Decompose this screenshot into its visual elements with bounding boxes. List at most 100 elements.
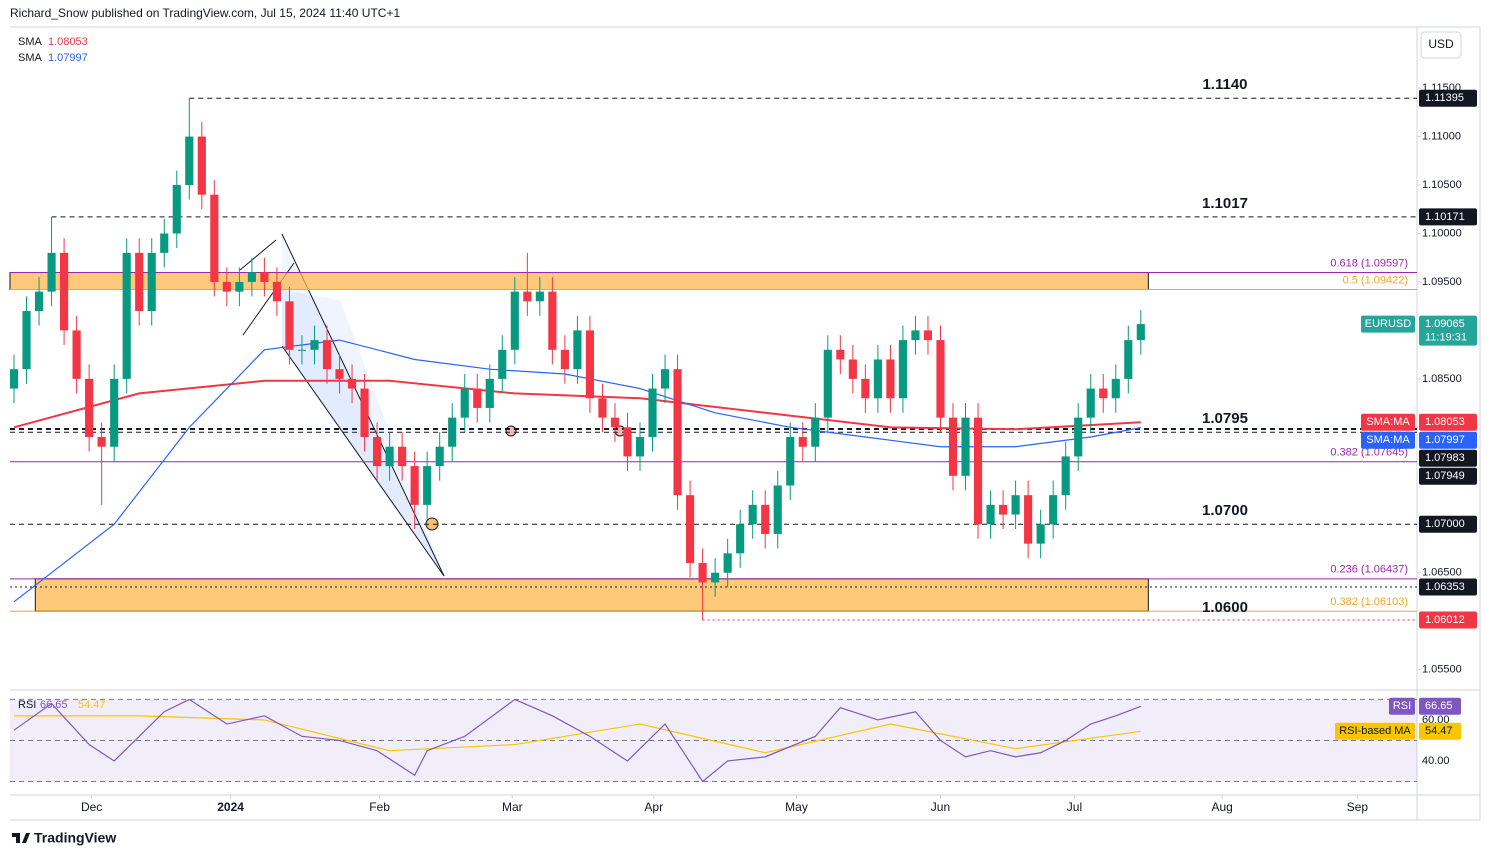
rsi-ma-name-tag-label: RSI-based MA bbox=[1339, 725, 1411, 737]
candle-body bbox=[1036, 524, 1045, 544]
countdown: 11:19:31 bbox=[1425, 332, 1467, 344]
rsi-ma-value-tag-label: 54.47 bbox=[1425, 725, 1453, 737]
candle-body bbox=[560, 349, 569, 370]
candle-body bbox=[748, 504, 757, 525]
legend-name: SMA bbox=[18, 52, 43, 64]
candle-body bbox=[510, 291, 519, 350]
candle-body bbox=[773, 485, 782, 534]
candle-body bbox=[85, 378, 94, 438]
candle-body bbox=[723, 553, 732, 573]
rsi-value-tag-label: 66.65 bbox=[1425, 700, 1453, 712]
fib-label: 0.382 (1.06103) bbox=[1330, 596, 1408, 608]
candle-body bbox=[948, 417, 958, 476]
candle-body bbox=[285, 301, 294, 350]
candle-body bbox=[836, 349, 845, 360]
price-tag-label: 1.09065 bbox=[1425, 318, 1465, 330]
candle-body bbox=[660, 369, 670, 389]
candle-body bbox=[986, 504, 995, 525]
price-tag bbox=[1419, 611, 1477, 629]
candle-body bbox=[172, 185, 181, 234]
currency-button[interactable] bbox=[1420, 31, 1462, 59]
price-tag-label: 1.06012 bbox=[1425, 614, 1465, 626]
candle-body bbox=[1136, 324, 1145, 341]
candle-body bbox=[22, 311, 31, 370]
y-tick-label: 1.06500 bbox=[1422, 567, 1462, 579]
rsi-ma-value-tag bbox=[1419, 722, 1461, 740]
price-tag-label: 1.11395 bbox=[1425, 92, 1464, 104]
candle-body bbox=[60, 252, 69, 331]
candle-body bbox=[711, 572, 720, 583]
candle-body bbox=[235, 281, 244, 292]
candle-body bbox=[398, 446, 407, 467]
candle-body bbox=[460, 388, 469, 418]
fib-label: 0.236 (1.06437) bbox=[1330, 564, 1408, 576]
x-tick-label: Aug bbox=[1212, 800, 1233, 814]
channel-line bbox=[281, 345, 445, 577]
rsi-ma-name-tag bbox=[1335, 722, 1415, 740]
fib-label: 0.618 (1.09597) bbox=[1330, 257, 1408, 269]
y-tick-label: 1.05500 bbox=[1422, 664, 1462, 676]
price-tag-label: 1.06353 bbox=[1425, 581, 1465, 593]
candle-body bbox=[911, 330, 920, 341]
rsi-legend-name: RSI bbox=[18, 699, 36, 711]
price-tag-label: 1.07949 bbox=[1425, 470, 1465, 482]
price-tag bbox=[1419, 315, 1477, 346]
legend-value: 1.07997 bbox=[48, 52, 88, 64]
candle-body bbox=[97, 437, 106, 447]
candle-body bbox=[1011, 495, 1020, 515]
price-tag bbox=[1419, 467, 1477, 485]
rsi-name-tag-label: RSI bbox=[1393, 700, 1411, 712]
candle-body bbox=[72, 330, 81, 379]
candle-body bbox=[385, 446, 394, 467]
rsi-legend-value: 66.65 bbox=[40, 699, 68, 711]
candle-body bbox=[648, 388, 657, 438]
candle-body bbox=[498, 349, 507, 379]
candle-body bbox=[535, 291, 544, 302]
price-tag-label: 1.07000 bbox=[1425, 518, 1465, 530]
candle-body bbox=[936, 340, 945, 418]
x-tick-label: Apr bbox=[644, 800, 663, 814]
candle-body bbox=[34, 291, 44, 312]
candle-body bbox=[1124, 340, 1133, 379]
price-tag-label: 1.08053 bbox=[1425, 416, 1465, 428]
series-name-tag bbox=[1361, 315, 1415, 333]
candle-body bbox=[598, 398, 607, 418]
candle-body bbox=[322, 340, 332, 370]
candle-body bbox=[736, 524, 745, 554]
y-tick-label: 1.09500 bbox=[1422, 276, 1462, 288]
rsi-legend-ma: 54.47 bbox=[78, 699, 106, 711]
candle-body bbox=[861, 378, 870, 399]
candle-body bbox=[260, 272, 269, 282]
candle-body bbox=[47, 252, 56, 292]
candle-body bbox=[873, 359, 882, 399]
price-tag-label: 1.07997 bbox=[1425, 434, 1465, 446]
level-label: 1.1017 bbox=[1202, 195, 1248, 212]
x-tick-label: 2024 bbox=[217, 800, 244, 814]
rsi-tick-label: 40.00 bbox=[1422, 755, 1450, 767]
x-tick-label: Dec bbox=[81, 800, 102, 814]
candle-body bbox=[247, 272, 256, 282]
rsi-ma-line bbox=[14, 715, 1141, 754]
candle-body bbox=[811, 417, 820, 447]
candle-body bbox=[786, 437, 795, 486]
candle-body bbox=[347, 378, 357, 389]
legend-name: SMA bbox=[18, 36, 43, 48]
candle-body bbox=[485, 378, 494, 408]
currency[interactable]: USD bbox=[1428, 37, 1454, 51]
candle-body bbox=[423, 466, 432, 505]
legend-value: 1.08053 bbox=[48, 36, 88, 48]
candle-body bbox=[1099, 388, 1108, 399]
level-label: 1.0795 bbox=[1202, 410, 1248, 427]
candle-body bbox=[1061, 456, 1070, 496]
candle-body bbox=[961, 417, 970, 476]
candle-body bbox=[210, 194, 219, 282]
candle-body bbox=[9, 369, 19, 389]
price-tag bbox=[1419, 449, 1477, 467]
level-label: 1.0700 bbox=[1202, 502, 1248, 519]
candle-body bbox=[135, 252, 144, 312]
y-tick-label: 1.11000 bbox=[1422, 130, 1461, 142]
level-label: 1.0600 bbox=[1202, 599, 1248, 616]
logo: TradingView bbox=[12, 830, 116, 846]
candle-body bbox=[448, 417, 457, 447]
